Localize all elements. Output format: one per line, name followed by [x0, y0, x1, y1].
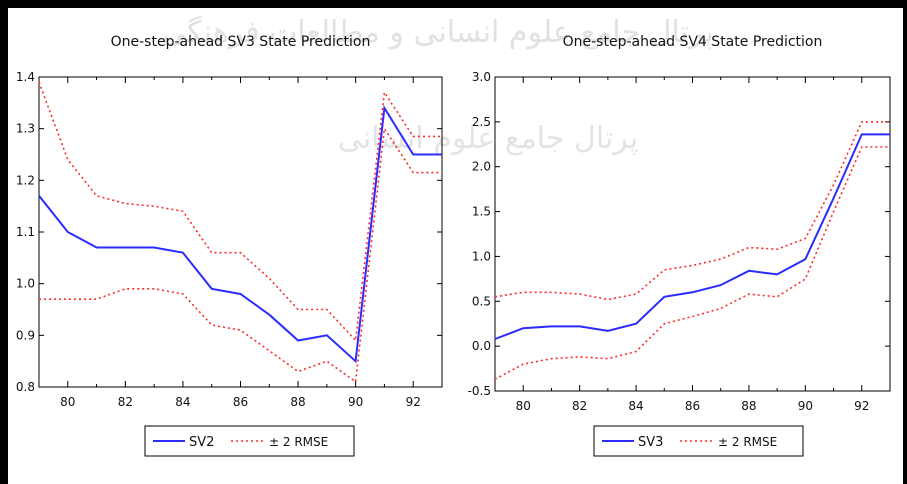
x-tick-label: 88	[741, 399, 756, 413]
legend-label-state: SV3	[638, 435, 663, 450]
x-tick-label: 82	[572, 399, 587, 413]
series-line-sv4	[494, 133, 890, 340]
y-tick-label: 0.9	[16, 328, 35, 342]
x-tick-label: 90	[348, 395, 363, 409]
figure-svg: پرتال جامع علوم انسانی و مطالعات فرهنگی …	[16, 15, 891, 457]
x-tick-label: 88	[290, 395, 305, 409]
y-tick-label: 1.4	[16, 70, 35, 84]
y-tick-label: -0.5	[468, 384, 491, 398]
x-tick-label: 84	[175, 395, 190, 409]
y-tick-label: 1.1	[16, 225, 35, 239]
y-tick-label: 3.0	[472, 70, 491, 84]
y-tick-label: 1.3	[16, 122, 35, 136]
x-tick-label: 82	[118, 395, 133, 409]
y-tick-label: 2.5	[472, 115, 491, 129]
watermark-line-2: پرتال جامع علوم انسانی	[338, 121, 638, 156]
legend-label-state: SV2	[189, 435, 214, 450]
y-tick-label: 0.8	[16, 380, 35, 394]
chart-title: One-step-ahead SV3 State Prediction	[111, 34, 371, 50]
figure-panel: پرتال جامع علوم انسانی و مطالعات فرهنگی …	[8, 8, 903, 484]
rmse-lower-band	[39, 126, 442, 384]
chart-sv3: One-step-ahead SV3 State Prediction 0.8 0.…	[16, 34, 443, 457]
x-tick-label: 86	[233, 395, 248, 409]
y-tick-label: 0.0	[472, 339, 491, 353]
rmse-lower-band	[494, 146, 890, 381]
x-tick-label: 84	[628, 399, 643, 413]
y-tick-label: 1.2	[16, 173, 35, 187]
x-tick-label: 90	[798, 399, 813, 413]
x-tick-label: 86	[685, 399, 700, 413]
chart-sv4: One-step-ahead SV4 State Prediction -0.5 0…	[468, 34, 891, 457]
y-tick-label: 2.0	[472, 160, 491, 174]
rmse-upper-band	[494, 121, 890, 301]
y-tick-label: 0.5	[472, 294, 491, 308]
legend-label-rmse: ± 2 RMSE	[718, 435, 777, 449]
rmse-upper-band	[38, 81, 442, 343]
y-tick-label: 1.5	[472, 205, 491, 219]
x-tick-label: 80	[516, 399, 531, 413]
x-tick-label: 92	[854, 399, 869, 413]
watermark-line-1: پرتال جامع علوم انسانی و مطالعات فرهنگی	[162, 15, 714, 50]
y-tick-label: 1.0	[16, 277, 35, 291]
chart-title: One-step-ahead SV4 State Prediction	[563, 34, 823, 50]
y-tick-label: 1.0	[472, 249, 491, 263]
x-tick-label: 80	[60, 395, 75, 409]
x-tick-label: 92	[406, 395, 421, 409]
legend-label-rmse: ± 2 RMSE	[269, 435, 328, 449]
series-line-sv3	[38, 105, 442, 364]
